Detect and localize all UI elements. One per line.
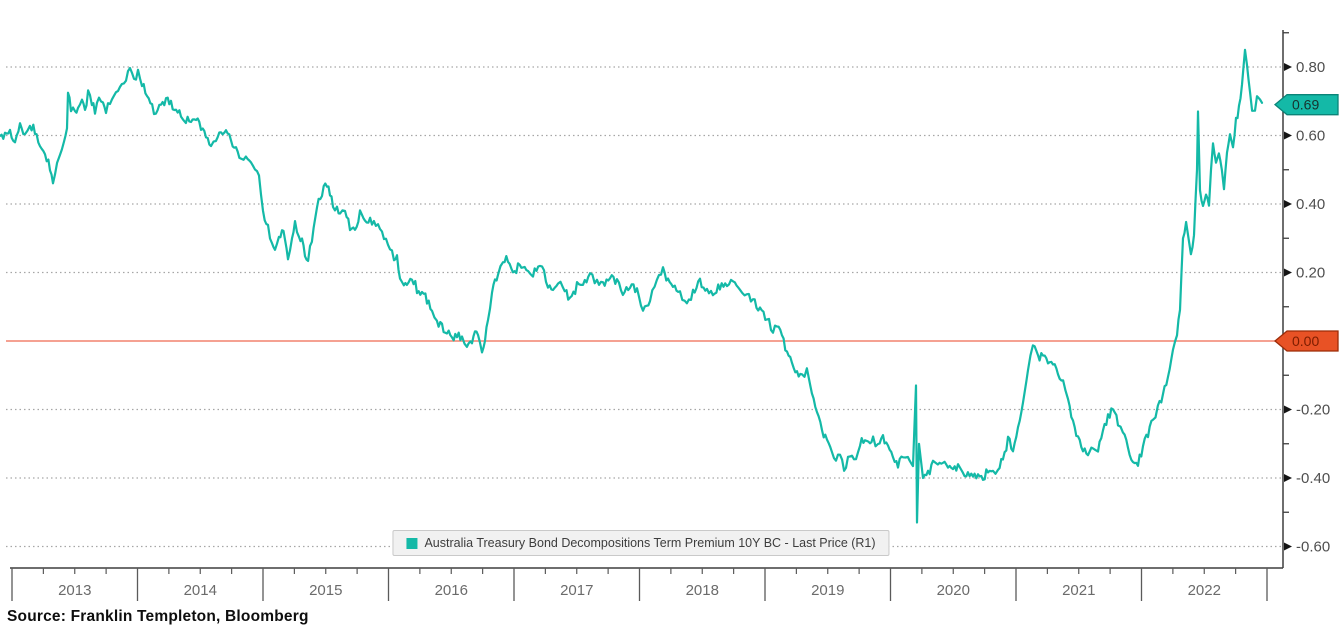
legend-series-swatch-icon — [406, 537, 418, 549]
x-year-label: 2019 — [811, 582, 844, 599]
last-price-badge-label: 0.69 — [1292, 97, 1319, 113]
y-tick-arrow-icon — [1284, 405, 1292, 414]
x-year-label: 2021 — [1062, 582, 1095, 599]
source-note: Source: Franklin Templeton, Bloomberg — [7, 608, 309, 625]
legend[interactable]: Australia Treasury Bond Decompositions T… — [392, 530, 890, 556]
term-premium-line[interactable] — [0, 48, 1264, 524]
zero-badge-label: 0.00 — [1292, 333, 1319, 349]
y-tick-arrow-icon — [1284, 542, 1292, 551]
y-tick-arrow-icon — [1284, 63, 1292, 71]
x-year-label: 2017 — [560, 582, 593, 599]
x-year-label: 2016 — [435, 582, 468, 599]
zero-badge — [1273, 330, 1339, 352]
y-tick-label: 0.20 — [1296, 265, 1325, 282]
x-year-label: 2013 — [58, 582, 91, 599]
y-tick-arrow-icon — [1284, 131, 1292, 140]
y-tick-label: 0.40 — [1296, 196, 1325, 213]
y-tick-arrow-icon — [1284, 268, 1292, 277]
y-tick-arrow-icon — [1284, 474, 1292, 482]
legend-label: Australia Treasury Bond Decompositions T… — [424, 536, 876, 550]
y-tick-label: -0.40 — [1296, 470, 1330, 487]
last-price-badge — [1273, 94, 1339, 116]
y-tick-label: 0.60 — [1296, 128, 1325, 145]
x-year-label: 2014 — [184, 582, 217, 599]
y-tick-label: -0.20 — [1296, 402, 1330, 419]
x-year-label: 2020 — [937, 582, 970, 599]
y-tick-label: -0.60 — [1296, 539, 1330, 556]
y-tick-arrow-icon — [1284, 200, 1292, 208]
x-year-label: 2018 — [686, 582, 719, 599]
x-year-label: 2015 — [309, 582, 342, 599]
x-year-label: 2022 — [1188, 582, 1221, 599]
y-tick-label: 0.80 — [1296, 59, 1325, 76]
